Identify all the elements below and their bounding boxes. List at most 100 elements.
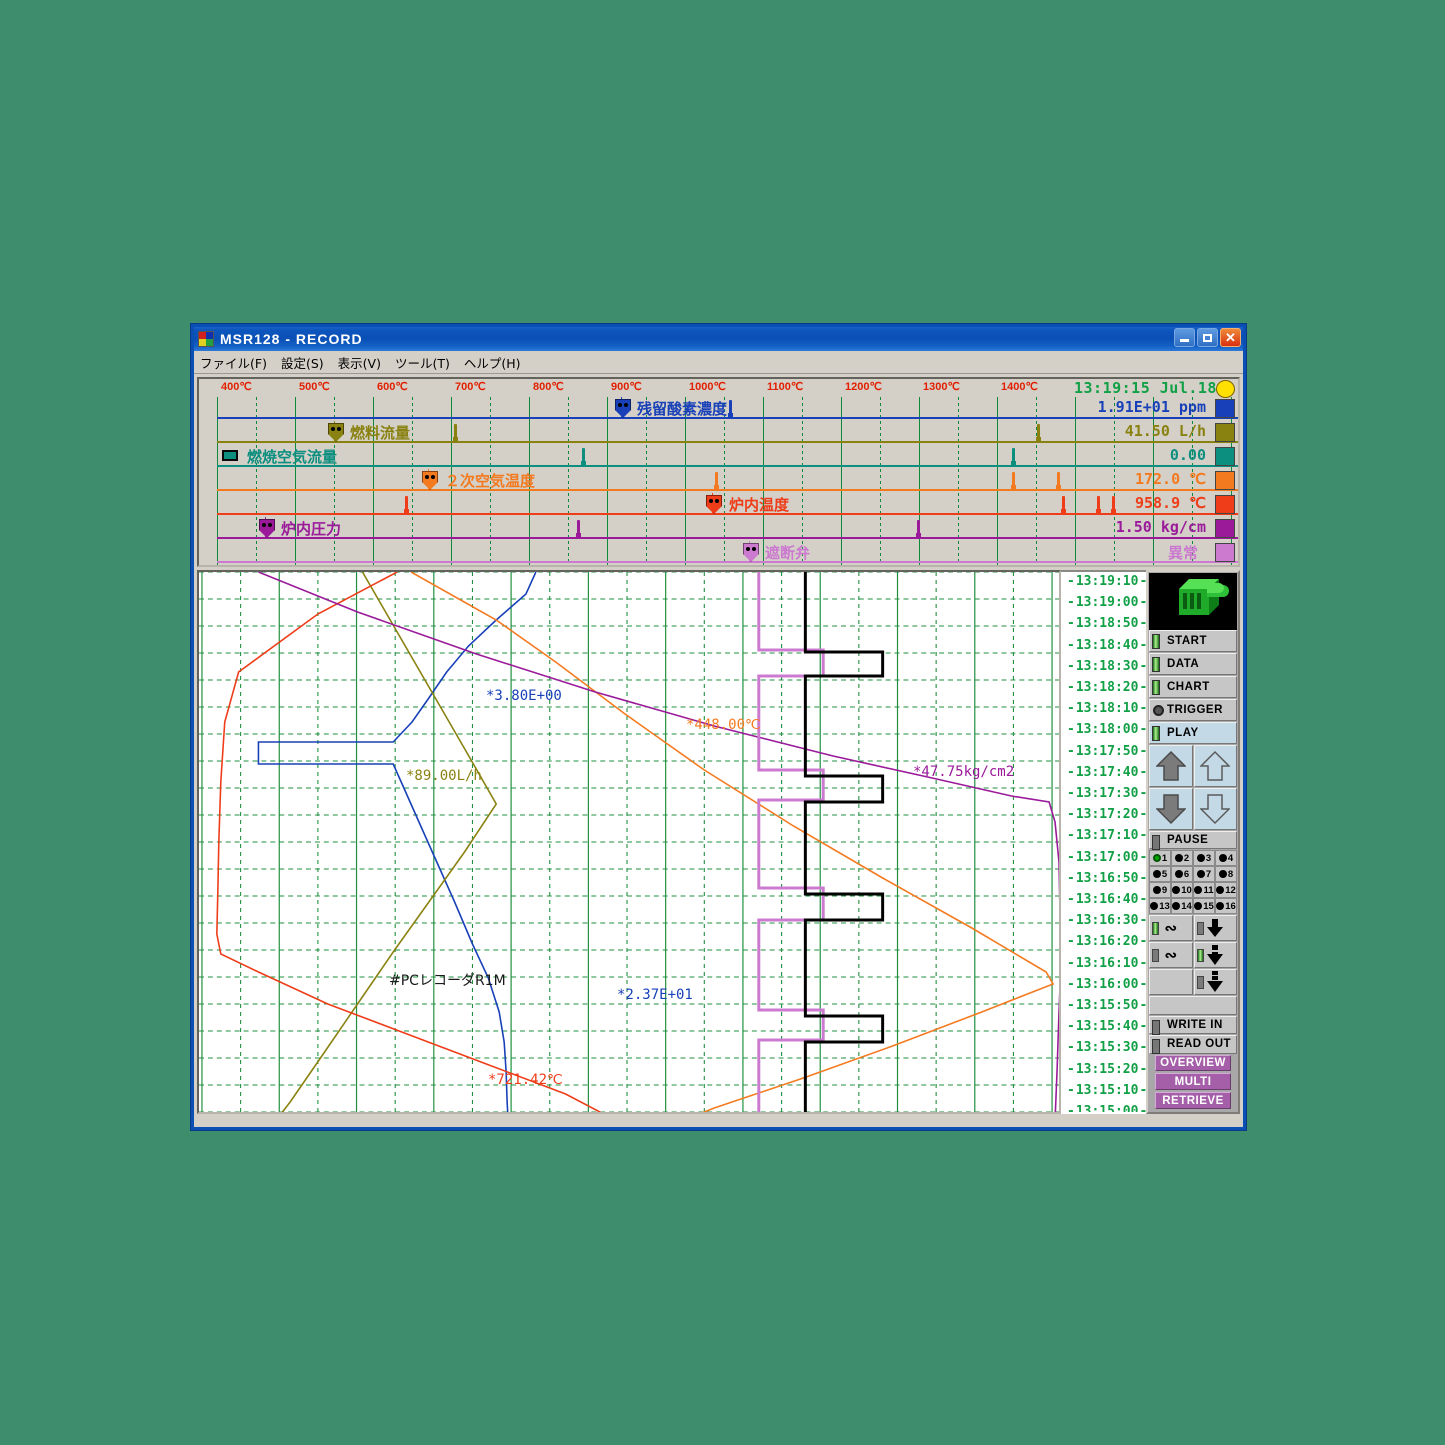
play-button[interactable]: PLAY: [1149, 722, 1237, 744]
channel-tag-marker-furnace-temp[interactable]: [706, 495, 722, 514]
up-filled-icon[interactable]: [1149, 745, 1193, 787]
grid-line-dashed: [334, 493, 335, 517]
chart-led-icon: [1152, 680, 1160, 695]
scale-tick-1: 500℃: [299, 381, 330, 393]
time-label-10: 13:17:30: [1067, 786, 1146, 801]
grid-line-dashed: [490, 397, 491, 421]
channel-row-furnace-pressure[interactable]: 炉内圧力 1.50 kg/cm: [199, 517, 1238, 541]
grid-line-solid: [997, 397, 998, 421]
grid-line-solid: [295, 565, 296, 567]
data-button[interactable]: DATA: [1149, 653, 1237, 675]
menu-item-help[interactable]: ヘルプ(H): [463, 355, 521, 371]
channel-button-4[interactable]: 4: [1215, 850, 1237, 867]
up-outline-icon[interactable]: [1193, 745, 1237, 787]
read-out-button[interactable]: READ OUT: [1149, 1035, 1237, 1055]
multi-button[interactable]: MULTI: [1155, 1073, 1231, 1091]
channel-row-furnace-temp[interactable]: 炉内温度 958.9 ℃: [199, 493, 1238, 517]
chart-button[interactable]: CHART: [1149, 676, 1237, 698]
menu-item-file[interactable]: ファイル(F): [200, 355, 267, 371]
channel-button-7[interactable]: 7: [1193, 866, 1215, 883]
channel-tag-marker-shutoff-valve[interactable]: [743, 543, 759, 562]
channel-button-12[interactable]: 12: [1215, 882, 1237, 899]
channel-button-6[interactable]: 6: [1171, 866, 1193, 883]
time-label-6: 13:18:10: [1067, 701, 1146, 716]
close-button[interactable]: ✕: [1220, 328, 1241, 347]
channel-button-5[interactable]: 5: [1149, 866, 1171, 883]
grid-line-dashed: [256, 397, 257, 421]
grid-line-solid: [373, 565, 374, 567]
channel-color-swatch-combustion-air-flow[interactable]: [1215, 447, 1235, 466]
grid-line-dashed: [880, 493, 881, 517]
grid-line-dashed: [646, 469, 647, 493]
menu-item-view[interactable]: 表示(V): [337, 355, 381, 371]
channel-select-grid: 1 2 3 4 5 6 7 8 9 10 11 12 13 14 15 16: [1149, 850, 1237, 915]
minimize-button[interactable]: [1174, 328, 1195, 347]
channel-button-3[interactable]: 3: [1193, 850, 1215, 867]
s-curve-icon[interactable]: ∾: [1149, 915, 1193, 942]
channel-dot-icon: [1216, 886, 1225, 895]
grid-line-solid: [919, 541, 920, 565]
grid-line-solid: [763, 517, 764, 541]
pause-button[interactable]: PAUSE: [1149, 831, 1237, 850]
s-curve-bold-icon[interactable]: ∾: [1149, 942, 1193, 969]
down-filled-icon[interactable]: [1149, 788, 1193, 830]
write-in-button[interactable]: WRITE IN: [1149, 1015, 1237, 1035]
trend-plot[interactable]: *3.80E+00 *448.00℃ *89.00L/h *47.75kg/cm2 #P…: [197, 570, 1061, 1114]
channel-button-11[interactable]: 11: [1193, 882, 1215, 899]
grid-line-dashed: [958, 397, 959, 421]
channel-row-secondary-air-temp[interactable]: ２次空気温度 172.0 ℃: [199, 469, 1238, 493]
chart-button-label: CHART: [1167, 681, 1210, 693]
channel-row-combustion-air-flow[interactable]: 燃焼空気流量 0.00: [199, 445, 1238, 469]
down-outline-icon[interactable]: [1193, 788, 1237, 830]
channel-button-8[interactable]: 8: [1215, 866, 1237, 883]
overview-button[interactable]: OVERVIEW: [1155, 1054, 1231, 1072]
channel-color-swatch-furnace-temp[interactable]: [1215, 495, 1235, 514]
grid-line-solid: [217, 565, 218, 567]
channel-button-2[interactable]: 2: [1171, 850, 1193, 867]
channel-button-14[interactable]: 14: [1171, 898, 1193, 915]
channel-button-15[interactable]: 15: [1193, 898, 1215, 915]
channel-tag-marker-furnace-pressure[interactable]: [259, 519, 275, 538]
down-arrow-icon[interactable]: [1193, 915, 1237, 942]
retrieve-button[interactable]: RETRIEVE: [1155, 1092, 1231, 1110]
channel-tag-marker-residual-oxygen[interactable]: [615, 399, 631, 418]
channel-tag-marker-combustion-air-flow[interactable]: [222, 450, 238, 461]
channel-button-13[interactable]: 13: [1149, 898, 1171, 915]
scale-tick-9: 1300℃: [923, 381, 960, 393]
grid-line-solid: [373, 421, 374, 445]
channel-button-1[interactable]: 1: [1149, 850, 1171, 867]
channel-row-shutoff-valve[interactable]: 遮断弁 異常: [199, 541, 1238, 565]
grid-line-dashed: [256, 517, 257, 541]
menu-item-tools[interactable]: ツール(T): [394, 355, 450, 371]
time-label-23: 13:15:20: [1067, 1062, 1146, 1077]
channel-tag-marker-secondary-air-temp[interactable]: [422, 471, 438, 490]
channel-color-swatch-fuel-flow[interactable]: [1215, 423, 1235, 442]
grid-line-solid: [217, 469, 218, 493]
grid-line-solid: [607, 469, 608, 493]
cursor-blank-cell[interactable]: [1149, 969, 1193, 996]
double-down-arrow-icon[interactable]: [1193, 942, 1237, 969]
channel-row-residual-oxygen[interactable]: 残留酸素濃度 1.91E+01 ppm: [199, 397, 1238, 421]
channel-row-fuel-flow[interactable]: 燃料流量 41.50 L/h: [199, 421, 1238, 445]
trigger-button-label: TRIGGER: [1167, 704, 1223, 716]
grid-line-solid: [763, 421, 764, 445]
channel-color-swatch-shutoff-valve[interactable]: [1215, 543, 1235, 562]
triple-down-arrow-icon[interactable]: [1193, 969, 1237, 996]
channel-color-swatch-secondary-air-temp[interactable]: [1215, 471, 1235, 490]
menu-item-settings[interactable]: 設定(S): [280, 355, 324, 371]
channel-button-10[interactable]: 10: [1171, 882, 1193, 899]
clock-display: 13:19:15 Jul.18: [1074, 379, 1217, 397]
channel-button-9[interactable]: 9: [1149, 882, 1171, 899]
channel-color-swatch-furnace-pressure[interactable]: [1215, 519, 1235, 538]
channel-tag-marker-fuel-flow[interactable]: [328, 423, 344, 442]
grid-line-solid: [1153, 421, 1154, 445]
trigger-button[interactable]: TRIGGER: [1149, 699, 1237, 721]
start-button[interactable]: START: [1149, 630, 1237, 652]
title-bar[interactable]: MSR128 - RECORD ✕: [194, 327, 1243, 351]
channel-row-furnace-top-damper[interactable]: 炉頂ダンパー 開: [199, 565, 1238, 567]
channel-button-16[interactable]: 16: [1215, 898, 1237, 915]
channel-color-swatch-residual-oxygen[interactable]: [1215, 399, 1235, 418]
maximize-button[interactable]: [1197, 328, 1218, 347]
scale-header-panel: 400℃ 500℃ 600℃ 700℃ 800℃ 900℃ 1000℃ 1100℃ 1200℃ 1…: [197, 377, 1240, 567]
write-in-led-icon: [1152, 1019, 1160, 1035]
